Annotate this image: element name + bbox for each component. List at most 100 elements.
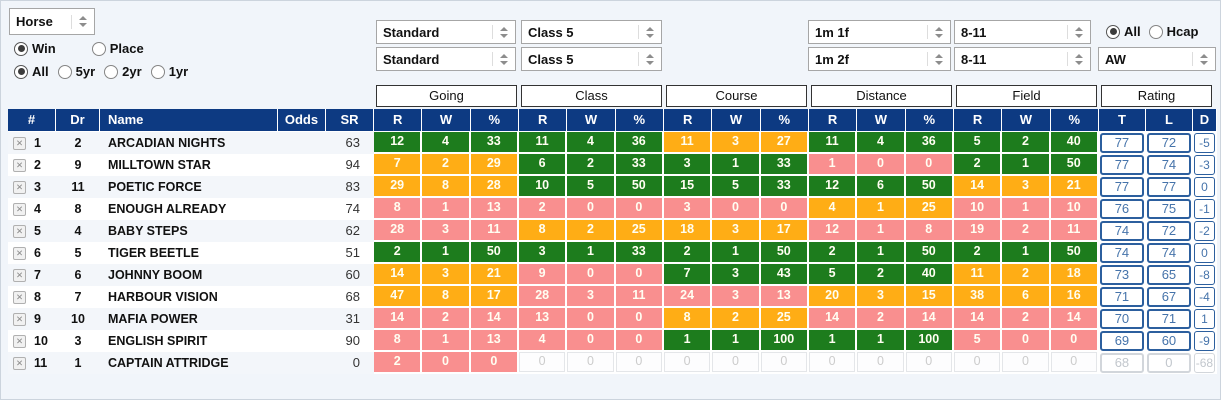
win-place-place-radio[interactable]: Place [91, 41, 144, 56]
col-header-dr: Dr [56, 109, 100, 132]
field-pct-cell: 14 [1050, 308, 1099, 330]
win-place-radio-group: Win Place [14, 41, 144, 56]
group-header-going: Going [376, 85, 517, 107]
row-horse-name: ARCADIAN NIGHTS [100, 132, 278, 154]
rating-t-box: 71 [1099, 287, 1144, 307]
row-horse-name: CAPTAIN ATTRIDGE [100, 352, 278, 374]
distance-w-cell: 1 [857, 242, 906, 264]
distance-w-cell: 4 [857, 132, 906, 154]
col-header-class-pct: % [615, 109, 664, 132]
row-draw: 9 [56, 154, 100, 176]
distance-select-1[interactable]: 1m 1f [808, 20, 951, 44]
age-2yr-radio[interactable]: 2yr [104, 64, 142, 79]
distance-r-cell: 5 [808, 264, 858, 286]
remove-row-button[interactable]: ✕ [13, 136, 26, 150]
row-odds [278, 132, 326, 154]
class-w-cell: 2 [567, 220, 616, 242]
distance-pct-cell: 0 [905, 352, 954, 374]
spinner-icon [493, 26, 515, 38]
remove-row-button[interactable]: ✕ [13, 312, 26, 326]
radio-label: 5yr [75, 64, 96, 79]
race-type-all-radio[interactable]: All [1106, 24, 1141, 39]
row-num-cell: ✕ 7 [8, 264, 56, 286]
field-w-cell: 1 [1002, 242, 1051, 264]
row-horse-name: ENOUGH ALREADY [100, 198, 278, 220]
col-header-going-r: R [374, 109, 423, 132]
horse-type-select[interactable]: Horse [9, 8, 95, 35]
field-w-cell: 2 [1002, 220, 1051, 242]
row-num-cell: ✕ 3 [8, 176, 56, 198]
rating-d-box: 1 [1193, 309, 1215, 329]
class-select-2[interactable]: Class 5 [521, 47, 662, 71]
surface-select[interactable]: AW [1098, 47, 1216, 71]
rating-t-box: 77 [1099, 133, 1144, 153]
distance-w-cell: 2 [857, 264, 906, 286]
radio-label: Hcap [1166, 24, 1199, 39]
row-odds [278, 154, 326, 176]
row-odds [278, 198, 326, 220]
class-select-1[interactable]: Class 5 [521, 20, 662, 44]
field-w-cell: 0 [1002, 330, 1051, 352]
col-header-field-pct: % [1050, 109, 1099, 132]
course-pct-cell: 27 [760, 132, 809, 154]
field-r-cell: 38 [953, 286, 1003, 308]
going-r-cell: 14 [374, 308, 423, 330]
spinner-icon [493, 53, 515, 65]
distance-pct-cell: 8 [905, 220, 954, 242]
rating-t-box: 73 [1099, 265, 1144, 285]
remove-row-button[interactable]: ✕ [13, 246, 26, 260]
field-r-cell: 14 [953, 308, 1003, 330]
distance-r-cell: 14 [808, 308, 858, 330]
remove-row-button[interactable]: ✕ [13, 158, 26, 172]
age-all-radio[interactable]: All [14, 64, 49, 79]
select-divider [1067, 25, 1068, 39]
spinner-icon [1193, 53, 1215, 65]
weight-select-2[interactable]: 8-11 [954, 47, 1091, 71]
field-r-cell: 0 [953, 352, 1003, 374]
remove-row-button[interactable]: ✕ [13, 202, 26, 216]
race-type-hcap-radio[interactable]: Hcap [1148, 24, 1199, 39]
win-place-win-radio[interactable]: Win [14, 41, 56, 56]
age-1yr-radio[interactable]: 1yr [150, 64, 189, 79]
field-r-cell: 14 [953, 176, 1003, 198]
spinner-icon [72, 16, 94, 27]
row-sr: 83 [326, 176, 374, 198]
row-draw: 2 [56, 132, 100, 154]
weight-select-1[interactable]: 8-11 [954, 20, 1091, 44]
distance-select-2[interactable]: 1m 2f [808, 47, 951, 71]
row-number: 11 [34, 356, 48, 370]
course-pct-cell: 0 [760, 352, 809, 374]
remove-row-button[interactable]: ✕ [13, 290, 26, 304]
remove-row-button[interactable]: ✕ [13, 268, 26, 282]
going-select-2[interactable]: Standard [376, 47, 516, 71]
row-num-cell: ✕ 2 [8, 154, 56, 176]
group-header-class: Class [521, 85, 662, 107]
row-horse-name: ENGLISH SPIRIT [100, 330, 278, 352]
age-5yr-radio[interactable]: 5yr [57, 64, 96, 79]
going-select-1[interactable]: Standard [376, 20, 516, 44]
radio-label: All [32, 64, 49, 79]
rating-d-box: -1 [1193, 199, 1215, 219]
rating-l-box: 75 [1146, 199, 1191, 219]
course-pct-cell: 43 [760, 264, 809, 286]
going-w-cell: 3 [422, 264, 471, 286]
row-number: 6 [34, 246, 41, 260]
course-pct-cell: 50 [760, 242, 809, 264]
radio-button-icon [1148, 24, 1163, 39]
radio-button-icon [14, 64, 28, 79]
remove-row-button[interactable]: ✕ [13, 224, 26, 238]
radio-label: 1yr [168, 64, 189, 79]
distance-select-2-value: 1m 2f [815, 51, 849, 67]
row-odds [278, 264, 326, 286]
rating-d-box: -68 [1193, 353, 1215, 373]
remove-row-button[interactable]: ✕ [13, 180, 26, 194]
remove-row-button[interactable]: ✕ [13, 334, 26, 348]
rating-d-box: -2 [1193, 221, 1215, 241]
course-w-cell: 0 [712, 352, 761, 374]
class-pct-cell: 33 [615, 154, 664, 176]
distance-r-cell: 12 [808, 176, 858, 198]
remove-row-button[interactable]: ✕ [13, 356, 26, 370]
rating-l-box: 72 [1146, 133, 1191, 153]
going-pct-cell: 14 [470, 308, 519, 330]
radio-button-icon [14, 41, 28, 56]
